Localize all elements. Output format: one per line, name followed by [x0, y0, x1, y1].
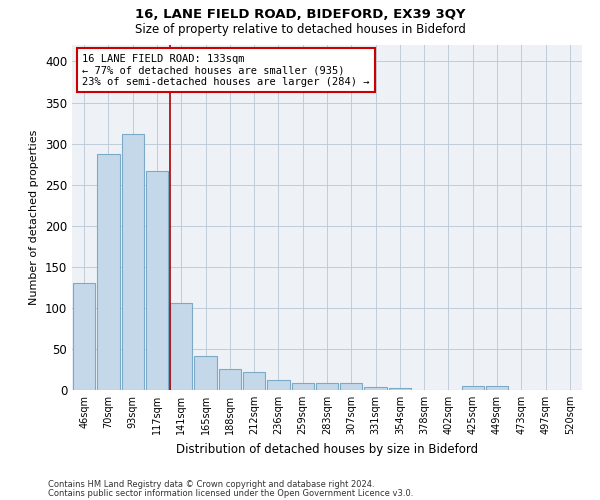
Bar — [73, 283, 95, 390]
Text: Size of property relative to detached houses in Bideford: Size of property relative to detached ho… — [134, 22, 466, 36]
Text: 16, LANE FIELD ROAD, BIDEFORD, EX39 3QY: 16, LANE FIELD ROAD, BIDEFORD, EX39 3QY — [135, 8, 465, 20]
Bar — [364, 386, 387, 390]
Bar — [461, 386, 484, 390]
Bar — [389, 388, 411, 390]
Bar — [243, 372, 265, 390]
Bar — [194, 356, 217, 390]
Bar — [340, 384, 362, 390]
Bar — [122, 134, 144, 390]
Y-axis label: Number of detached properties: Number of detached properties — [29, 130, 40, 305]
Bar — [170, 303, 193, 390]
Bar — [97, 154, 119, 390]
Bar — [267, 380, 290, 390]
Text: 16 LANE FIELD ROAD: 133sqm
← 77% of detached houses are smaller (935)
23% of sem: 16 LANE FIELD ROAD: 133sqm ← 77% of deta… — [82, 54, 370, 87]
Text: Contains HM Land Registry data © Crown copyright and database right 2024.: Contains HM Land Registry data © Crown c… — [48, 480, 374, 489]
Bar — [316, 384, 338, 390]
Bar — [486, 386, 508, 390]
Bar — [292, 382, 314, 390]
Text: Contains public sector information licensed under the Open Government Licence v3: Contains public sector information licen… — [48, 489, 413, 498]
Bar — [218, 368, 241, 390]
X-axis label: Distribution of detached houses by size in Bideford: Distribution of detached houses by size … — [176, 442, 478, 456]
Bar — [146, 170, 168, 390]
